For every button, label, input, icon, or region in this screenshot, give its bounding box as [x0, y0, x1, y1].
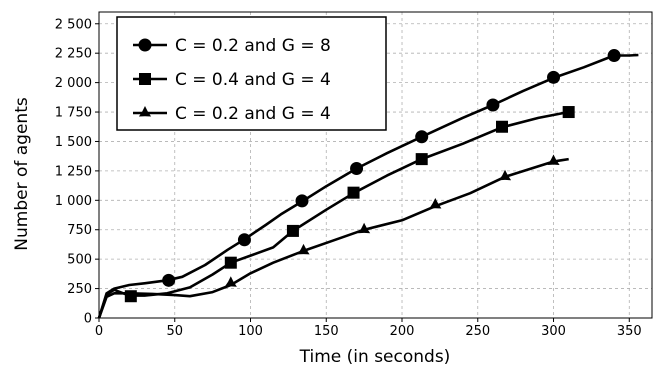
y-tick-label: 2 250 — [55, 47, 92, 62]
series-1 — [97, 49, 639, 319]
legend-box — [116, 16, 387, 131]
x-tick-label: 200 — [390, 324, 415, 339]
data-point — [350, 162, 364, 176]
y-tick-label: 1 250 — [55, 164, 92, 179]
legend-entry: C = 0.4 and G = 4 — [133, 70, 331, 90]
series-line — [97, 110, 574, 319]
x-tick-label: 150 — [314, 324, 339, 339]
data-point — [286, 224, 299, 237]
y-axis-label: Number of agents — [12, 97, 32, 251]
x-tick-label: 350 — [617, 324, 642, 339]
legend-marker — [138, 38, 152, 52]
y-tick-label: 2 500 — [55, 17, 92, 32]
data-point — [562, 106, 575, 119]
y-tick-label: 750 — [67, 223, 92, 238]
series-3 — [97, 154, 569, 319]
plot-frame — [98, 11, 653, 319]
legend: C = 0.2 and G = 8 C = 0.4 and G = 4 C = 0.… — [116, 16, 387, 131]
legend-marker — [138, 106, 152, 117]
y-tick-label: 500 — [67, 253, 92, 268]
legend-entry: C = 0.2 and G = 8 — [133, 36, 331, 56]
y-tick-label: 0 — [84, 312, 92, 327]
y-tick-label: 250 — [67, 282, 92, 297]
data-point — [347, 186, 360, 199]
data-point — [295, 194, 309, 208]
legend-label: C = 0.4 and G = 4 — [175, 70, 331, 90]
data-point — [429, 198, 442, 209]
legend-label: C = 0.2 and G = 8 — [175, 36, 331, 56]
data-point — [547, 70, 561, 84]
data-point — [547, 154, 560, 165]
data-point — [237, 233, 251, 247]
data-point — [499, 169, 512, 181]
data-point — [358, 222, 371, 234]
legend-entry: C = 0.2 and G = 4 — [133, 104, 331, 124]
x-tick-label: 50 — [166, 324, 183, 339]
x-tick-label: 0 — [95, 324, 103, 339]
legend-label: C = 0.2 and G = 4 — [175, 104, 331, 124]
data-point — [486, 98, 500, 112]
data-point — [607, 49, 621, 63]
data-point — [496, 120, 509, 133]
data-point — [415, 130, 429, 144]
x-tick-label: 300 — [541, 324, 566, 339]
x-tick-label: 100 — [238, 324, 263, 339]
legend-marker — [139, 73, 151, 85]
data-point — [162, 273, 176, 287]
series-layer — [97, 49, 639, 319]
x-tick-label: 250 — [465, 324, 490, 339]
series-line — [97, 157, 569, 319]
data-point — [224, 276, 237, 287]
data-point — [415, 153, 428, 166]
y-tick-label: 1 000 — [55, 194, 92, 209]
y-tick-label: 1 750 — [55, 106, 92, 121]
y-tick-label: 2 000 — [55, 76, 92, 91]
data-point — [224, 256, 237, 269]
data-point — [297, 243, 310, 255]
x-axis-label: Time (in seconds) — [299, 347, 451, 367]
series-2 — [97, 106, 575, 319]
y-tick-label: 1 500 — [55, 135, 92, 150]
